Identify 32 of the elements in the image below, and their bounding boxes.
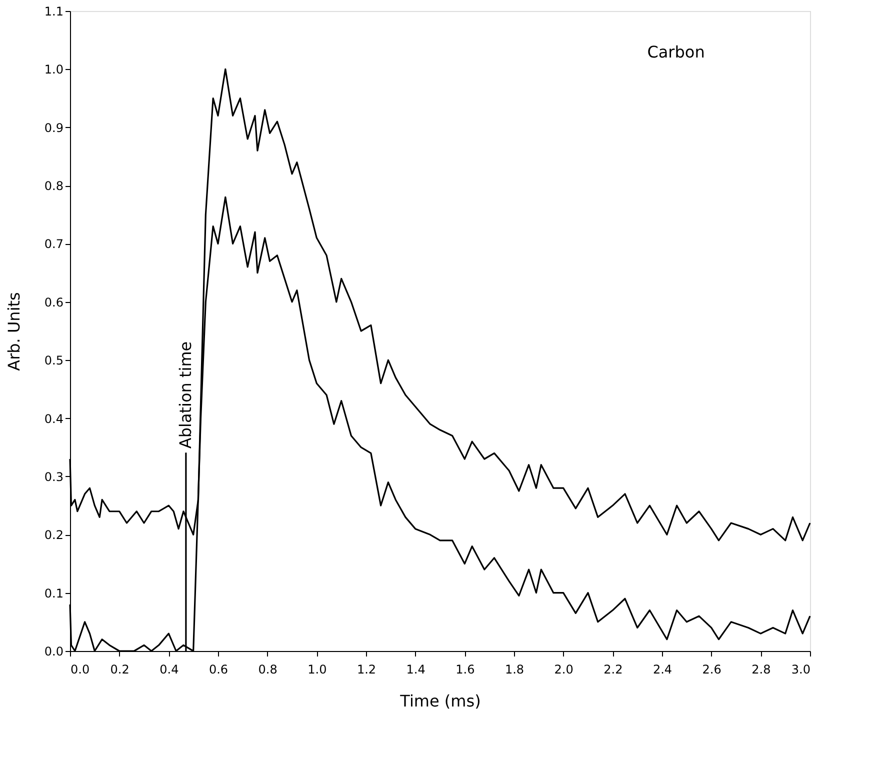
y-tick-label: 0.1 xyxy=(44,586,64,600)
x-tick-label: 3.0 xyxy=(791,662,810,676)
y-tick-label: 0.2 xyxy=(44,528,64,542)
x-tick-label: 0.8 xyxy=(258,662,278,676)
y-tick-label: 1.0 xyxy=(44,62,64,77)
x-tick-label: 0.4 xyxy=(160,662,179,676)
x-axis-title: Time (ms) xyxy=(399,692,481,710)
x-tick-label: 0.0 xyxy=(70,662,90,676)
x-tick-label: 2.2 xyxy=(604,662,623,676)
y-tick-label: 0.7 xyxy=(44,237,64,252)
x-tick-label: 1.0 xyxy=(308,662,327,676)
y-tick-label: 0.9 xyxy=(44,120,64,135)
y-tick-label: 1.1 xyxy=(44,4,64,18)
y-axis-title: Arb. Units xyxy=(4,292,24,371)
x-tick-label: 2.0 xyxy=(554,662,574,676)
x-tick-label: 0.6 xyxy=(208,662,228,676)
x-tick-label: 2.8 xyxy=(752,662,771,676)
x-tick-label: 1.4 xyxy=(406,662,426,676)
x-tick-label: 2.4 xyxy=(652,662,672,676)
y-tick-label: 0.6 xyxy=(44,295,64,310)
x-tick-label: 1.8 xyxy=(504,662,524,676)
x-tick-label: 1.2 xyxy=(356,662,376,676)
y-tick-label: 0.4 xyxy=(44,412,64,426)
y-tick-label: 0.8 xyxy=(44,179,64,194)
y-tick-label: 0.5 xyxy=(44,354,64,368)
annotation: Carbon xyxy=(647,42,705,62)
x-tick-label: 2.6 xyxy=(702,662,722,676)
x-tick-label: 0.2 xyxy=(110,662,130,676)
ref-line-label: Ablation time xyxy=(176,341,195,449)
x-tick-label: 1.6 xyxy=(456,662,475,676)
y-tick-label: 0.3 xyxy=(44,470,64,484)
y-tick-label: 0.0 xyxy=(44,644,64,658)
